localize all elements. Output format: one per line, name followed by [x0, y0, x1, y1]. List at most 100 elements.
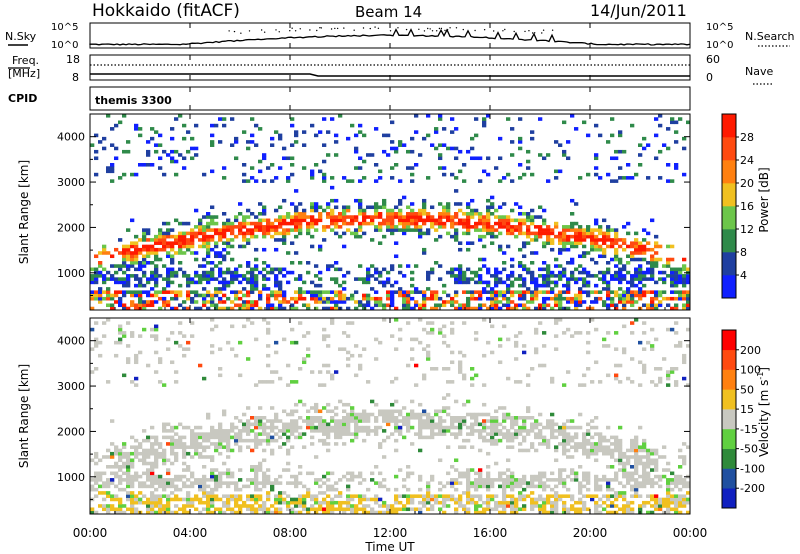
- velocity-cell: [118, 327, 123, 332]
- velocity-cell: [142, 471, 147, 476]
- y-tick-label: 2000: [57, 221, 85, 234]
- velocity-cell: [418, 494, 423, 498]
- power-cell: [430, 296, 435, 301]
- velocity-cell: [462, 491, 467, 495]
- power-cell: [338, 267, 343, 272]
- power-cell: [618, 280, 623, 285]
- velocity-cell: [326, 363, 331, 368]
- power-cell: [198, 264, 203, 268]
- velocity-cell: [546, 484, 551, 489]
- velocity-cell: [318, 419, 323, 423]
- velocity-cell: [550, 487, 555, 492]
- velocity-cell: [562, 468, 567, 472]
- velocity-cell: [246, 484, 251, 489]
- velocity-cell: [210, 504, 215, 508]
- power-cell: [662, 143, 667, 147]
- power-cell: [194, 123, 199, 128]
- velocity-cell: [366, 487, 371, 492]
- velocity-cell: [510, 438, 515, 443]
- power-cell: [386, 296, 391, 301]
- velocity-cell: [550, 471, 555, 476]
- velocity-cell: [486, 481, 491, 485]
- power-cell: [182, 156, 187, 161]
- velocity-cell: [654, 497, 659, 502]
- power-cell: [354, 306, 359, 311]
- velocity-cell: [102, 471, 107, 476]
- power-cell: [166, 283, 171, 288]
- power-cell: [222, 257, 227, 262]
- velocity-cell: [346, 507, 351, 512]
- power-cell: [534, 280, 539, 285]
- power-cell: [518, 163, 523, 167]
- velocity-cell: [658, 497, 663, 502]
- velocity-cell: [274, 350, 279, 355]
- power-cell: [234, 156, 239, 161]
- velocity-cell: [162, 425, 167, 430]
- power-cell: [486, 290, 491, 294]
- power-cell: [666, 303, 671, 308]
- velocity-cell: [586, 471, 591, 476]
- velocity-cell: [470, 484, 475, 489]
- velocity-cell: [254, 438, 259, 443]
- power-cell: [462, 225, 467, 229]
- power-cell: [194, 274, 199, 278]
- velocity-cell: [186, 468, 191, 472]
- power-cell: [190, 238, 195, 242]
- velocity-cell: [110, 471, 115, 476]
- power-cell: [166, 270, 171, 275]
- power-cell: [282, 215, 287, 219]
- power-cell: [126, 274, 131, 278]
- power-cell: [542, 221, 547, 226]
- power-cell: [674, 120, 679, 125]
- velocity-cell: [522, 481, 527, 485]
- power-cell: [650, 218, 655, 223]
- power-cell: [658, 300, 663, 304]
- velocity-cell: [158, 445, 163, 449]
- power-cell: [438, 212, 443, 216]
- power-cell: [290, 123, 295, 128]
- velocity-cell: [602, 344, 607, 348]
- velocity-cell: [474, 416, 479, 420]
- velocity-cell: [678, 497, 683, 502]
- velocity-cell: [462, 474, 467, 479]
- power-cell: [102, 251, 107, 255]
- power-cell: [250, 234, 255, 239]
- velocity-cell: [342, 347, 347, 351]
- velocity-cell: [178, 487, 183, 492]
- velocity-cell: [234, 416, 239, 420]
- velocity-cell: [590, 435, 595, 440]
- power-cell: [170, 228, 175, 232]
- power-cell: [638, 274, 643, 278]
- velocity-cell: [554, 478, 559, 482]
- power-cell: [450, 270, 455, 275]
- velocity-cell: [486, 340, 491, 345]
- power-cell: [106, 166, 111, 170]
- velocity-cell: [578, 445, 583, 449]
- velocity-cell: [338, 425, 343, 430]
- velocity-cell: [274, 507, 279, 512]
- velocity-cell: [674, 478, 679, 482]
- power-cell: [510, 280, 515, 285]
- velocity-cell: [510, 504, 515, 508]
- power-cell: [642, 303, 647, 308]
- velocity-cell: [222, 435, 227, 440]
- power-cell: [210, 238, 215, 242]
- velocity-cell: [154, 337, 159, 342]
- power-cell: [310, 221, 315, 226]
- velocity-cell: [574, 425, 579, 430]
- velocity-cell: [446, 471, 451, 476]
- power-cell: [338, 293, 343, 298]
- power-cell: [230, 228, 235, 232]
- velocity-cell: [166, 481, 171, 485]
- power-cell: [674, 283, 679, 288]
- power-cell: [470, 241, 475, 245]
- power-cell: [258, 221, 263, 226]
- power-cell: [542, 283, 547, 288]
- velocity-cell: [486, 425, 491, 430]
- velocity-cell: [510, 425, 515, 430]
- velocity-cell: [158, 497, 163, 502]
- velocity-cell: [558, 318, 563, 322]
- power-cell: [582, 280, 587, 285]
- velocity-cell: [322, 510, 327, 515]
- power-cell: [438, 153, 443, 157]
